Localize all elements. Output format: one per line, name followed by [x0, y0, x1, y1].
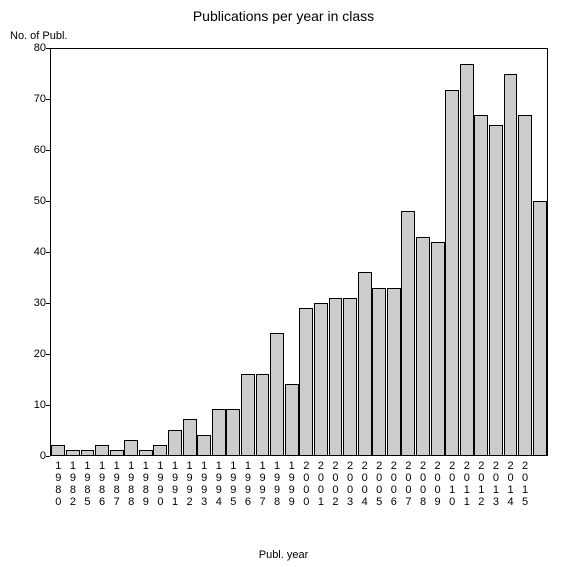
x-tick-label: 2011: [460, 460, 474, 508]
bar: [533, 201, 547, 455]
bar: [51, 445, 65, 455]
x-tick-label: 1993: [197, 460, 211, 508]
bar: [124, 440, 138, 455]
bar: [270, 333, 284, 455]
x-tick-label: 1988: [124, 460, 138, 508]
y-tick-label: 0: [20, 450, 46, 462]
bar: [110, 450, 124, 455]
chart-title: Publications per year in class: [0, 8, 567, 24]
bar: [95, 445, 109, 455]
y-tick-label: 70: [20, 93, 46, 105]
y-tick-label: 30: [20, 297, 46, 309]
y-tick-label: 40: [20, 246, 46, 258]
bar: [445, 90, 459, 455]
y-axis-label: No. of Publ.: [10, 30, 67, 42]
bar: [183, 419, 197, 455]
bar: [431, 242, 445, 455]
x-tick-label: 1985: [80, 460, 94, 508]
x-tick-label: 1987: [110, 460, 124, 508]
x-axis-label: Publ. year: [0, 549, 567, 561]
bar: [314, 303, 328, 455]
bar: [401, 211, 415, 455]
bars-layer: [51, 49, 547, 455]
chart-container: Publications per year in class No. of Pu…: [0, 0, 567, 567]
bar: [139, 450, 153, 455]
x-tick-label: 2010: [445, 460, 459, 508]
x-tick-label: 1986: [95, 460, 109, 508]
bar: [299, 308, 313, 455]
x-tick-label: 2002: [328, 460, 342, 508]
x-tick-label: 1989: [139, 460, 153, 508]
bar: [241, 374, 255, 455]
bar: [489, 125, 503, 455]
x-tick-label: 2013: [489, 460, 503, 508]
bar: [81, 450, 95, 455]
bar: [329, 298, 343, 455]
bar: [460, 64, 474, 455]
x-tick-label: 1990: [153, 460, 167, 508]
x-tick-label: 1991: [168, 460, 182, 508]
x-tick-label: 2008: [416, 460, 430, 508]
y-tick-label: 80: [20, 42, 46, 54]
x-tick-label: 1996: [241, 460, 255, 508]
y-tick-label: 20: [20, 348, 46, 360]
x-tick-label: 2014: [504, 460, 518, 508]
x-tick-label: 2015: [518, 460, 532, 508]
x-tick-label: 2007: [401, 460, 415, 508]
bar: [474, 115, 488, 455]
y-tick-label: 10: [20, 399, 46, 411]
x-tick-label: 2001: [314, 460, 328, 508]
x-tick-label: 1997: [256, 460, 270, 508]
bar: [256, 374, 270, 455]
x-tick-label: 1982: [66, 460, 80, 508]
bar: [518, 115, 532, 455]
x-tick-label: 1999: [285, 460, 299, 508]
x-tick-label: 2012: [474, 460, 488, 508]
x-tick-label: 1998: [270, 460, 284, 508]
x-tick-label: 2004: [358, 460, 372, 508]
bar: [504, 74, 518, 455]
bar: [387, 288, 401, 455]
bar: [372, 288, 386, 455]
x-tick-label: 2009: [431, 460, 445, 508]
bar: [226, 409, 240, 455]
x-tick-label: 2006: [387, 460, 401, 508]
bar: [343, 298, 357, 455]
x-tick-label: 2000: [299, 460, 313, 508]
bar: [358, 272, 372, 455]
bar: [285, 384, 299, 455]
x-tick-label: 1992: [183, 460, 197, 508]
x-tick-label: 1994: [212, 460, 226, 508]
x-tick-label: 2003: [343, 460, 357, 508]
x-tick-label: 2005: [372, 460, 386, 508]
bar: [212, 409, 226, 455]
y-tick-mark: [46, 456, 50, 457]
plot-area: [50, 48, 548, 456]
y-tick-label: 50: [20, 195, 46, 207]
bar: [416, 237, 430, 455]
x-tick-label: 1995: [226, 460, 240, 508]
x-tick-label: 1980: [51, 460, 65, 508]
bar: [153, 445, 167, 455]
bar: [197, 435, 211, 455]
bar: [168, 430, 182, 455]
y-tick-label: 60: [20, 144, 46, 156]
bar: [66, 450, 80, 455]
